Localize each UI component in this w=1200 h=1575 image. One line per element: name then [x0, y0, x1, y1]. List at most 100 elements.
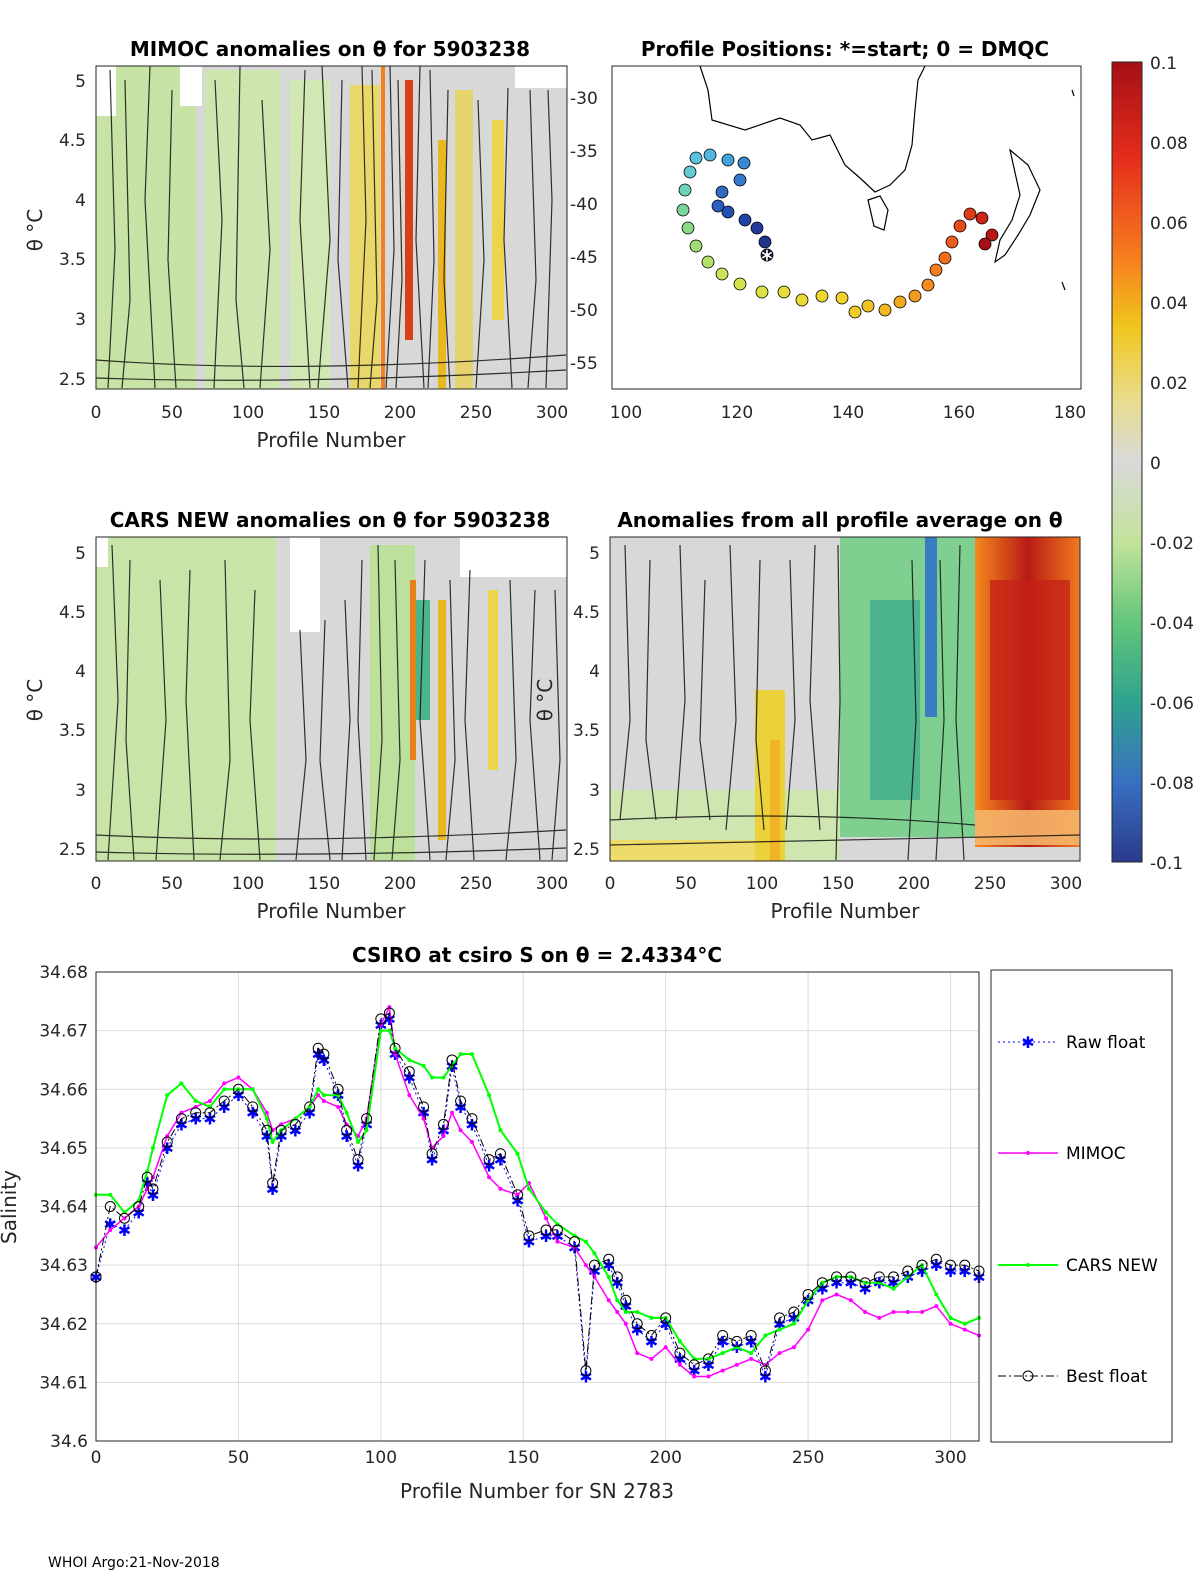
- colorbar-tick: -0.02: [1150, 534, 1194, 554]
- data-point: [692, 1374, 697, 1379]
- data-point: [631, 1318, 643, 1330]
- data-point: [544, 1216, 549, 1221]
- data-point: [583, 1239, 588, 1244]
- avg-xticks: 0 50 100 150 200 250 300: [605, 874, 1083, 894]
- data-point: [133, 1201, 145, 1212]
- data-point: [959, 1259, 971, 1271]
- data-point: [426, 1148, 438, 1160]
- y-tick-label: 34.65: [39, 1139, 88, 1159]
- data-point: [749, 1356, 754, 1361]
- data-point: [264, 1110, 269, 1115]
- map-yticks: -30 -35 -40 -45 -50 -55: [570, 89, 598, 374]
- data-point: [611, 1271, 623, 1283]
- data-point: [731, 1335, 743, 1347]
- tick-label: 3: [75, 310, 86, 330]
- data-point: ✱: [266, 1180, 279, 1199]
- tick-label: -40: [570, 195, 598, 215]
- tick-label: 50: [161, 403, 183, 423]
- data-point: [407, 1093, 412, 1098]
- legend-marker: [1026, 1151, 1030, 1155]
- data-point: [873, 1271, 885, 1283]
- y-tick-label: 34.68: [39, 963, 88, 983]
- data-point: [421, 1116, 426, 1121]
- colorbar-tick: -0.04: [1150, 614, 1194, 634]
- data-point: ✱: [417, 1104, 430, 1123]
- tick-label: -55: [570, 354, 598, 374]
- data-point: [458, 1128, 463, 1133]
- data-point: [438, 1118, 450, 1130]
- data-point: [606, 1274, 611, 1279]
- data-point: [498, 1186, 503, 1191]
- data-point: [316, 1093, 321, 1098]
- data-point: [888, 1271, 900, 1283]
- series-line: [95, 1012, 980, 1373]
- legend-item: Best float: [998, 1367, 1148, 1387]
- tick-label: -45: [570, 248, 598, 268]
- data-point: [247, 1101, 259, 1113]
- data-point: [763, 1333, 768, 1338]
- tick-label: 3.5: [59, 250, 86, 270]
- data-point: ✱: [858, 1280, 871, 1299]
- data-point: ✱: [104, 1215, 117, 1234]
- data-point: [649, 1315, 654, 1320]
- data-point: [891, 1310, 896, 1315]
- data-point: [487, 1175, 492, 1180]
- avg-ylabel: θ °C: [533, 679, 557, 722]
- data-point: [555, 1239, 560, 1244]
- data-point: [526, 1186, 531, 1191]
- data-point: [175, 1113, 187, 1125]
- tick-label: 250: [460, 403, 492, 423]
- x-tick-label: 250: [792, 1448, 824, 1468]
- cars-xticks: 0 50 100 150 200 250 300: [91, 874, 569, 894]
- series-line: [95, 1004, 980, 1378]
- data-point: [745, 1329, 757, 1341]
- data-point: ✱: [141, 1174, 154, 1193]
- data-point: [845, 1271, 857, 1283]
- tick-label: 150: [308, 403, 340, 423]
- cars-heatmap: [95, 537, 567, 861]
- data-point: [207, 1098, 212, 1103]
- tick-label: 5: [75, 544, 86, 564]
- data-point: ✱: [340, 1127, 353, 1146]
- colorbar-tick: 0: [1150, 454, 1161, 474]
- data-point: ✱: [232, 1086, 245, 1105]
- data-point: [441, 1134, 446, 1139]
- data-point: [834, 1292, 839, 1297]
- chart-grid: [95, 971, 979, 1442]
- tick-label: 100: [232, 403, 264, 423]
- colorbar-tick: -0.1: [1150, 854, 1183, 874]
- data-point: [717, 1329, 729, 1341]
- tick-label: 4.5: [59, 603, 86, 623]
- data-point: [891, 1286, 896, 1291]
- data-point: [635, 1310, 640, 1315]
- data-point: [523, 1230, 535, 1242]
- data-point: [791, 1345, 796, 1350]
- data-point: ✱: [317, 1051, 330, 1070]
- data-point: [469, 1052, 474, 1057]
- chart-ylabel: Salinity: [0, 1170, 21, 1244]
- avg-title: Anomalies from all profile average on θ: [617, 508, 1062, 532]
- data-point: [318, 1048, 330, 1060]
- data-point: [446, 1054, 458, 1066]
- legend-marker: [1026, 1263, 1030, 1267]
- salinity-chart: CSIRO at csiro S on θ = 2.4334°C ✱✱ ✱✱✱✱✱…: [0, 943, 986, 1503]
- x-tick-label: 100: [365, 1448, 397, 1468]
- tick-label: -30: [570, 89, 598, 109]
- data-point: ✱: [454, 1098, 467, 1117]
- legend-label: CARS NEW: [1066, 1256, 1158, 1276]
- tick-label: 4.5: [59, 131, 86, 151]
- data-point: [147, 1183, 159, 1195]
- tick-label: 0: [91, 874, 102, 894]
- data-point: [688, 1359, 700, 1371]
- legend-item: CARS NEW: [998, 1256, 1158, 1276]
- tick-label: 2.5: [59, 840, 86, 860]
- avg-heatmap: [609, 537, 1081, 861]
- data-point: ✱: [702, 1356, 715, 1375]
- y-tick-label: 34.61: [39, 1373, 88, 1393]
- tick-label: 120: [721, 403, 753, 423]
- mimoc-ylabel: θ °C: [23, 209, 47, 252]
- data-point: ✱: [425, 1151, 438, 1170]
- data-point: [583, 1263, 588, 1268]
- data-point: [378, 1028, 383, 1033]
- data-point: [450, 1110, 455, 1115]
